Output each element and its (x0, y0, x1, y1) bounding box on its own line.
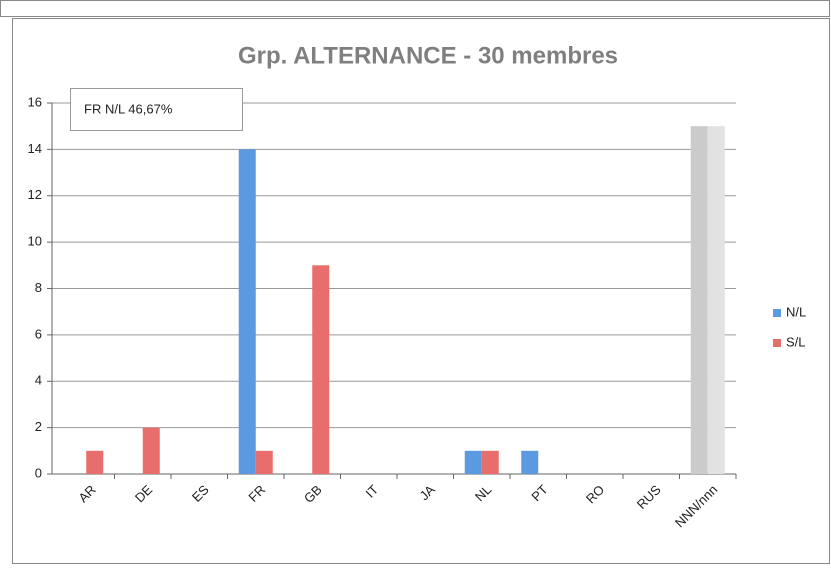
top-frame (0, 0, 830, 17)
bar (481, 450, 499, 474)
bar (142, 427, 160, 474)
annotation-box (70, 88, 243, 131)
y-tick-label: 14 (28, 141, 42, 156)
bar (707, 126, 725, 474)
legend-label: S/L (786, 334, 806, 349)
y-tick-label: 8 (35, 280, 42, 295)
y-tick-label: 16 (28, 94, 42, 109)
legend-swatch (773, 339, 781, 347)
y-tick-label: 4 (35, 373, 42, 388)
annotation: FR N/L 46,67% (84, 101, 173, 116)
bar (238, 149, 256, 474)
legend-label: N/L (786, 304, 806, 319)
y-tick-label: 2 (35, 419, 42, 434)
y-tick-label: 10 (28, 234, 42, 249)
bar (521, 450, 539, 474)
chart-title: Grp. ALTERNANCE - 30 membres (238, 42, 618, 69)
y-tick-label: 6 (35, 326, 42, 341)
bar (464, 450, 482, 474)
bar (312, 265, 330, 474)
legend-swatch (773, 309, 781, 317)
bar (690, 126, 708, 474)
y-tick-label: 12 (28, 187, 42, 202)
y-tick-label: 0 (35, 465, 42, 480)
bar (86, 450, 104, 474)
bar (255, 450, 273, 474)
